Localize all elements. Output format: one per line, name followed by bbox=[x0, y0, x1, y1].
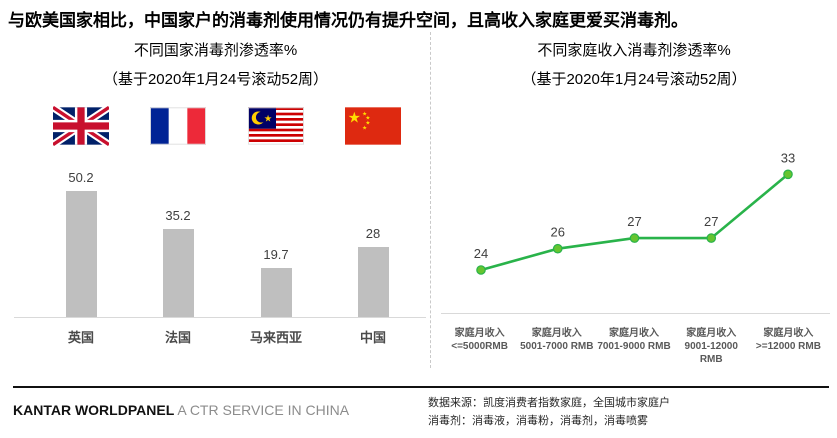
line-point-4 bbox=[783, 169, 793, 180]
svg-text:★: ★ bbox=[362, 110, 367, 117]
france-flag bbox=[150, 106, 206, 146]
line-point-1 bbox=[552, 243, 563, 254]
x-axis-label-1-line1: 家庭月收入 bbox=[531, 328, 582, 339]
x-axis-label-1: 家庭月收入 5001-7000 RMB bbox=[518, 327, 595, 366]
x-axis-label-0-line2: <=5000RMB bbox=[451, 341, 508, 352]
line-point-0 bbox=[476, 265, 486, 275]
malaysia-flag: ★ bbox=[248, 106, 304, 146]
x-axis-label-3-line1: 家庭月收入 bbox=[686, 328, 737, 339]
source-line-2: 消毒剂：消毒液，消毒粉，消毒剂，消毒喷雾 bbox=[428, 415, 648, 427]
china-flag-icon: ★ ★ ★ ★ ★ bbox=[345, 107, 401, 145]
x-axis-label-3: 家庭月收入 9001-12000 RMB bbox=[673, 327, 750, 366]
line-chart-title: 不同家庭收入消毒剂渗透率% bbox=[537, 42, 731, 59]
bar-value-uk: 50.2 bbox=[68, 170, 94, 185]
x-axis-label-1-line2: 5001-7000 RMB bbox=[520, 341, 594, 352]
x-axis-label-2-line2: 7001-9000 RMB bbox=[597, 341, 671, 352]
bar-value-france: 35.2 bbox=[165, 208, 191, 223]
line-chart-subtitle: （基于2020年1月24号滚动52周） bbox=[521, 71, 747, 88]
line-point-2 bbox=[629, 233, 640, 243]
brand-tagline: A CTR SERVICE IN CHINA bbox=[174, 402, 350, 418]
line-chart-x-axis bbox=[441, 313, 830, 314]
line-value-label-4: 33 bbox=[781, 150, 795, 165]
svg-text:★: ★ bbox=[365, 120, 370, 127]
svg-text:★: ★ bbox=[264, 113, 272, 123]
line-chart-header: 不同家庭收入消毒剂渗透率% （基于2020年1月24号滚动52周） bbox=[431, 36, 837, 94]
bar-china bbox=[357, 247, 389, 317]
brand-logo: KANTAR WORLDPANEL A CTR SERVICE IN CHINA bbox=[13, 402, 349, 418]
x-axis-label-4-line1: 家庭月收入 bbox=[763, 328, 814, 339]
x-axis-label-3-line2: 9001-12000 RMB bbox=[684, 341, 738, 365]
bar-chart-subtitle: （基于2020年1月24号滚动52周） bbox=[102, 71, 329, 88]
svg-text:★: ★ bbox=[348, 109, 361, 126]
line-chart-x-labels: 家庭月收入 <=5000RMB 家庭月收入 5001-7000 RMB 家庭月收入 700… bbox=[441, 327, 827, 366]
x-axis-label-2-line1: 家庭月收入 bbox=[609, 328, 659, 339]
page-title: 与欧美国家相比，中国家户的消毒剂使用情况仍有提升空间，且高收入家庭更爱买消毒剂。 bbox=[8, 11, 688, 30]
uk-flag-icon bbox=[50, 104, 112, 148]
x-axis-label-4-line2: >=12000 RMB bbox=[755, 341, 821, 352]
source-line-1: 数据来源：凯度消费者指数家庭，全国城市家庭户 bbox=[428, 397, 670, 409]
bar-value-malaysia: 19.7 bbox=[263, 247, 289, 262]
bar-label-china: 中国 bbox=[359, 330, 386, 345]
bar-malaysia bbox=[260, 268, 292, 317]
x-axis-label-0: 家庭月收入 <=5000RMB bbox=[441, 327, 518, 366]
x-axis-label-0-line1: 家庭月收入 bbox=[454, 328, 505, 339]
brand-name: KANTAR WORLDPANEL bbox=[13, 402, 175, 418]
bar-chart-header: 不同国家消毒剂渗透率% （基于2020年1月24号滚动52周） bbox=[0, 36, 431, 94]
data-source-notes: 数据来源：凯度消费者指数家庭，全国城市家庭户 消毒剂：消毒液，消毒粉，消毒剂，消… bbox=[428, 394, 670, 430]
line-value-label-1: 26 bbox=[551, 225, 565, 240]
bar-label-uk: 英国 bbox=[67, 330, 94, 345]
line-value-label-3: 27 bbox=[704, 214, 718, 229]
china-flag: ★ ★ ★ ★ ★ bbox=[345, 106, 401, 146]
france-flag-icon bbox=[150, 107, 206, 145]
line-value-label-2: 27 bbox=[627, 214, 641, 229]
svg-text:★: ★ bbox=[362, 124, 367, 131]
x-axis-label-4: 家庭月收入 >=12000 RMB bbox=[750, 327, 827, 366]
footer-divider bbox=[13, 386, 829, 388]
bar-label-malaysia: 马来西亚 bbox=[249, 330, 302, 345]
malaysia-flag-icon: ★ bbox=[248, 107, 304, 145]
svg-text:★: ★ bbox=[365, 114, 370, 121]
line-chart: 24 26 27 27 33 bbox=[474, 150, 795, 275]
bar-france bbox=[162, 229, 194, 317]
uk-flag bbox=[50, 104, 112, 148]
line-value-label-0: 24 bbox=[474, 246, 488, 261]
panel-divider bbox=[430, 32, 431, 368]
bar-value-china: 28 bbox=[365, 226, 381, 241]
bar-label-france: 法国 bbox=[164, 330, 191, 345]
bar-uk bbox=[65, 191, 97, 317]
bar-chart-title: 不同国家消毒剂渗透率% bbox=[133, 42, 298, 59]
bar-chart-x-axis bbox=[14, 317, 426, 318]
line-point-3 bbox=[706, 233, 717, 243]
x-axis-label-2: 家庭月收入 7001-9000 RMB bbox=[595, 327, 672, 366]
